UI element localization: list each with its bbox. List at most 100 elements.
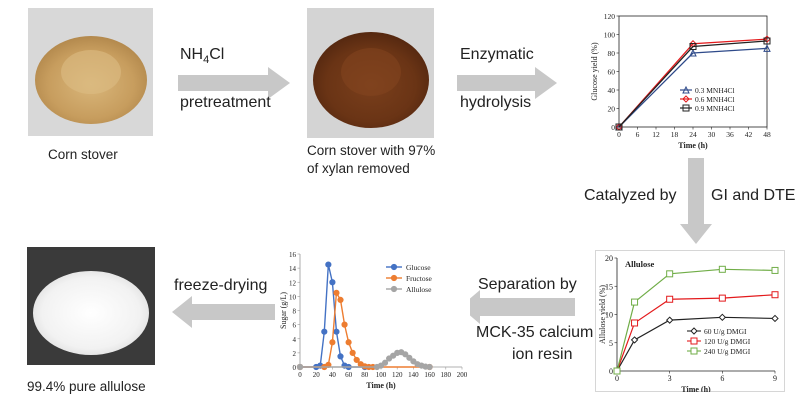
x-tick-label: 20 (313, 371, 321, 379)
series-marker-1 (321, 328, 328, 335)
y-tick-label: 0 (611, 123, 615, 132)
legend-label-2: 0.6 MNH4Cl (695, 95, 735, 104)
legend-marker-3 (682, 104, 690, 112)
chart-border (595, 250, 785, 392)
arrow-left-1 (460, 290, 575, 324)
arrow-right-1 (178, 67, 290, 99)
x-tick-label: 48 (763, 130, 771, 139)
series-marker-3 (666, 270, 674, 278)
treated-stover-photo (307, 8, 434, 138)
x-tick-label: 0 (615, 374, 619, 383)
nh4cl-tail: Cl (209, 46, 225, 63)
y-tick-label: 100 (604, 31, 616, 40)
x-axis-label: Time (h) (678, 141, 708, 150)
arrow-down (680, 154, 712, 244)
x-tick-label: 3 (668, 374, 672, 383)
hydrolysis-label: hydrolysis (460, 94, 532, 111)
allulose-yield-chart: 0 3 6 9 0 5 10 15 20 Time (h) Allulose yield (%) Al… (595, 250, 785, 394)
series-marker-2 (349, 349, 356, 356)
series-marker-2 (718, 294, 726, 302)
x-tick-label: 180 (441, 371, 452, 379)
series-marker-3 (718, 265, 726, 273)
legend-label-3: 240 U/g DMGI (704, 347, 751, 356)
legend-marker-1 (682, 85, 690, 94)
series-marker-3 (631, 298, 639, 306)
y-tick-label: 6 (293, 322, 297, 330)
legend-label-2: Fructose (406, 274, 433, 283)
glucose-yield-svg: 0 6 12 18 24 30 36 42 48 0 20 40 60 80 100 120 Time (h) G… (590, 12, 771, 150)
y-tick-label: 8 (293, 308, 297, 316)
series-marker-2 (353, 356, 360, 364)
series-marker-3 (763, 37, 771, 45)
chart-title: Allulose (625, 259, 655, 269)
x-tick-label: 200 (457, 371, 468, 379)
legend-label-2: 120 U/g DMGI (704, 337, 751, 346)
legend-marker-2 (682, 95, 690, 103)
y-tick-label: 0 (609, 367, 613, 376)
series-marker-3 (402, 351, 409, 358)
x-tick-label: 12 (652, 130, 660, 139)
x-axis-label: Time (h) (681, 385, 711, 392)
freeze-drying-label: freeze-drying (174, 277, 268, 294)
nh4cl-subscript: 4 (203, 54, 210, 67)
legend-marker-3 (690, 347, 698, 355)
series-marker-1 (771, 314, 779, 323)
gi-dte-label: GI and DTE (711, 187, 796, 204)
glucose-yield-chart: 0 6 12 18 24 30 36 42 48 0 20 40 60 80 100 120 Time (h) G… (585, 6, 791, 158)
x-tick-label: 0 (298, 371, 302, 379)
x-tick-label: 18 (671, 130, 679, 139)
series-marker-3 (426, 363, 433, 371)
allulose-powder-caption: 99.4% pure allulose (27, 379, 146, 394)
series-marker-3 (406, 354, 413, 361)
y-tick-label: 0 (293, 364, 297, 372)
corn-stover-photo (28, 8, 153, 136)
series-marker-2 (333, 289, 340, 296)
pretreatment-label: pretreatment (180, 94, 271, 111)
legend-label-3: 0.9 MNH4Cl (695, 104, 735, 113)
y-tick-label: 14 (289, 265, 297, 273)
y-tick-label: 20 (605, 254, 613, 263)
y-tick-label: 12 (289, 279, 297, 287)
x-tick-label: 30 (708, 130, 716, 139)
series-marker-1 (337, 353, 344, 360)
y-axis-label: Glucose yield (%) (590, 42, 599, 101)
series-marker-3 (386, 355, 393, 362)
x-tick-label: 0 (617, 130, 621, 139)
separation-label-line1: Separation by (478, 276, 577, 293)
legend-label-1: 60 U/g DMGI (704, 327, 747, 336)
x-tick-label: 40 (329, 371, 337, 379)
legend-label-1: Glucose (406, 263, 431, 272)
series-marker-3 (615, 123, 623, 131)
legend-label-1: 0.3 MNH4Cl (695, 86, 735, 95)
arrow-left-2 (172, 296, 275, 328)
y-tick-label: 2 (293, 350, 297, 358)
series-marker-1 (630, 336, 639, 344)
series-marker-3 (689, 43, 697, 51)
series-line-2 (618, 38, 768, 128)
legend-marker-2 (390, 274, 398, 282)
series-marker-2 (631, 319, 639, 327)
plot-frame (618, 15, 768, 128)
series-marker-2 (771, 291, 779, 299)
series-marker-2 (329, 339, 336, 346)
x-tick-label: 120 (392, 371, 403, 379)
y-tick-label: 40 (608, 86, 616, 95)
x-tick-label: 6 (636, 130, 640, 139)
series-marker-2 (341, 321, 348, 328)
x-axis-label: Time (h) (366, 381, 396, 390)
legend-marker-2 (690, 337, 698, 345)
y-tick-label: 15 (605, 282, 613, 291)
series-marker-1 (763, 44, 771, 52)
x-tick-label: 24 (689, 130, 697, 139)
y-axis-label: Sugar (g/L) (279, 292, 288, 329)
x-tick-label: 140 (408, 371, 419, 379)
series-line-3 (618, 40, 768, 128)
legend-marker-1 (690, 327, 698, 335)
corn-stover-caption: Corn stover (48, 147, 118, 162)
legend-marker-1 (390, 263, 398, 271)
series-marker-3 (771, 266, 779, 274)
nh4cl-main: NH (180, 46, 204, 63)
x-tick-label: 6 (720, 374, 724, 383)
arrow-right-2 (457, 67, 557, 99)
